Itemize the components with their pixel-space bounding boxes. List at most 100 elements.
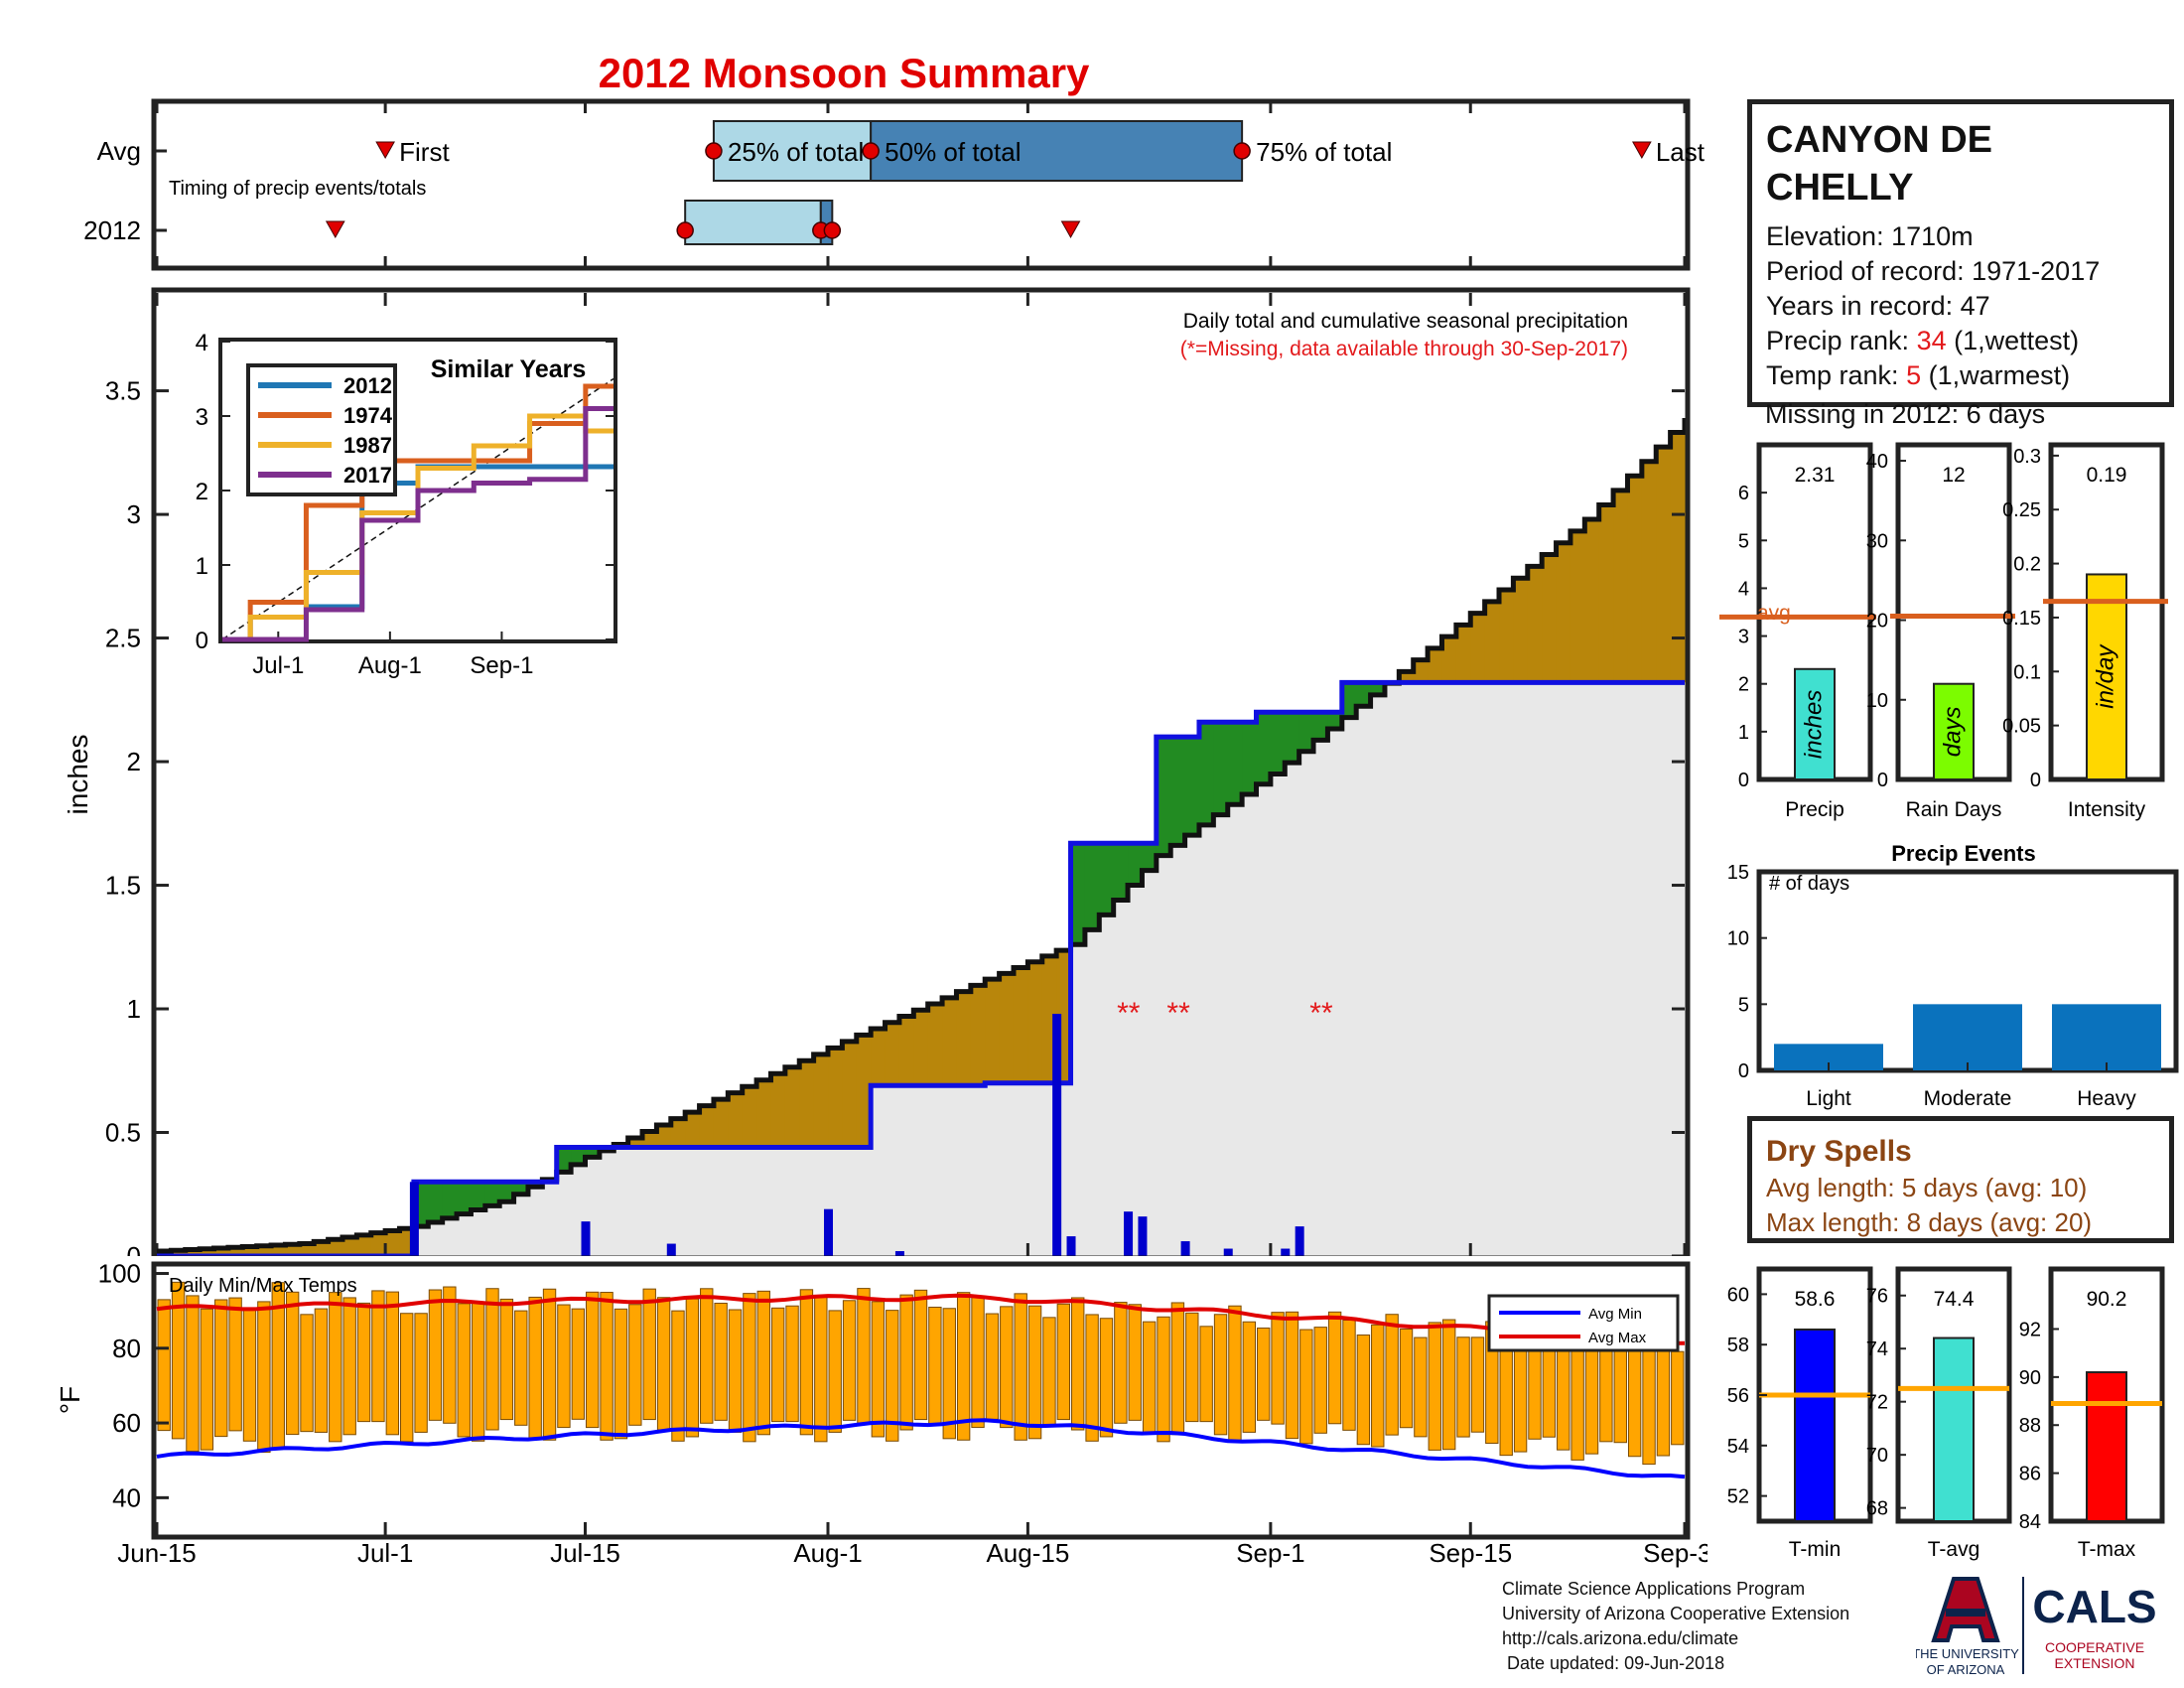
dry-spells-box: Dry Spells Avg length: 5 days (avg: 10) …	[1747, 1116, 2174, 1243]
daily-temp-bar	[385, 1291, 400, 1436]
temps-frame	[151, 1261, 1691, 1540]
base-area	[1242, 794, 1258, 1256]
base-area	[442, 1217, 458, 1256]
avg-q25-label: 25% of total	[728, 137, 864, 167]
avg-q25-q50-box	[712, 120, 873, 182]
daily-temp-bar	[457, 1303, 471, 1438]
base-area	[1598, 682, 1614, 1256]
base-area	[1341, 717, 1357, 1256]
daily-temp-bar	[1371, 1324, 1385, 1448]
diff-area	[1455, 625, 1471, 683]
diff-area	[314, 1241, 330, 1256]
diff-area	[942, 997, 958, 1086]
temps-ytick-label: 60	[112, 1408, 141, 1438]
precip-ylabel: inches	[63, 735, 93, 815]
events-bar	[1913, 1004, 2022, 1070]
daily-temp-bar	[685, 1298, 700, 1438]
diff-area	[956, 991, 972, 1086]
temps-ytick-label: 40	[112, 1482, 141, 1512]
base-area	[457, 1213, 473, 1256]
tmin-ytick-label: 56	[1727, 1385, 1749, 1407]
base-area	[942, 1085, 958, 1256]
diff-area	[1298, 712, 1314, 752]
temps-xtick-label: Sep-1	[1236, 1538, 1304, 1568]
diff-area	[913, 1010, 929, 1086]
diff-area	[328, 1239, 343, 1256]
diff-area	[642, 1131, 658, 1148]
daily-temp-bar	[1627, 1346, 1642, 1458]
diff-area	[999, 973, 1015, 1083]
diff-area	[1356, 682, 1372, 707]
similar-years-inset: 0 1 2 3 4 Jul-1 Aug-1 Sep-1 2012 1974 1987 2017 Sim…	[196, 330, 617, 679]
diff-area	[742, 1086, 757, 1148]
diff-area	[1256, 712, 1272, 784]
base-area	[484, 1205, 500, 1256]
temps-xtick-label: Sep-15	[1429, 1538, 1512, 1568]
base-area	[1084, 929, 1100, 1256]
inset-ytick-label: 0	[196, 628, 208, 654]
footer-line3[interactable]: http://cals.arizona.edu/climate	[1502, 1628, 1739, 1648]
daily-temp-bar	[886, 1310, 899, 1442]
base-area	[1670, 682, 1686, 1256]
daily-temp-bar	[614, 1308, 628, 1440]
base-area	[1441, 682, 1457, 1256]
base-area	[1198, 824, 1214, 1256]
diff-area	[898, 1016, 914, 1086]
base-area	[1384, 683, 1400, 1256]
diff-area	[1527, 566, 1543, 683]
precip-caption: Daily total and cumulative seasonal prec…	[1183, 310, 1628, 333]
inset-legend-label: 2012	[343, 373, 392, 398]
daily-temp-bar	[1170, 1302, 1185, 1436]
base-area	[1613, 682, 1629, 1256]
diff-area	[770, 1073, 786, 1148]
diff-area	[227, 1247, 243, 1256]
diff-area	[499, 1182, 515, 1202]
precip-ytick-label: 4	[1738, 578, 1749, 600]
base-area	[1527, 682, 1543, 1256]
daily-precip-bar	[1066, 1236, 1076, 1256]
events-ytick-label: 5	[1738, 994, 1749, 1016]
daily-temp-bar	[1242, 1321, 1257, 1433]
daily-temp-bar	[1327, 1311, 1342, 1425]
daily-temp-bar	[700, 1288, 714, 1424]
diff-area	[1656, 447, 1672, 683]
events-bar	[2052, 1004, 2161, 1070]
footer-line4: Date updated: 09-Jun-2018	[1502, 1653, 1725, 1673]
inset-ytick-label: 2	[196, 479, 208, 505]
base-area	[1542, 682, 1558, 1256]
tmax-value-label: 90.2	[2087, 1288, 2127, 1311]
daily-temp-bar	[1114, 1302, 1128, 1424]
tmax-bar	[2086, 1371, 2127, 1523]
base-area	[1013, 1082, 1028, 1256]
raindays-ytick-label: 0	[1877, 770, 1888, 791]
base-area	[1070, 944, 1086, 1256]
footer-line2: University of Arizona Cooperative Extens…	[1502, 1604, 1850, 1623]
precip-ytick-label: 2.5	[105, 624, 141, 653]
timing-avg-label: Avg	[97, 136, 141, 166]
base-area	[1470, 682, 1486, 1256]
intensity-bar	[2086, 573, 2127, 780]
base-area	[1142, 870, 1158, 1256]
precip-ytick-label: 2	[1738, 674, 1749, 696]
intensity-ytick-label: 0.05	[2002, 716, 2041, 738]
daily-temp-bar	[1000, 1306, 1014, 1429]
precip-ytick-label: 0.5	[105, 1118, 141, 1148]
raindays-ytick-label: 20	[1866, 611, 1888, 633]
daily-temp-bar	[1185, 1312, 1199, 1423]
diff-area	[1627, 476, 1643, 683]
avg-min-temp-line	[156, 1418, 1686, 1479]
tmax-ytick-label: 88	[2019, 1415, 2041, 1437]
base-area	[728, 1147, 744, 1256]
daily-temp-bar	[985, 1313, 1000, 1420]
daily-temp-bar	[1299, 1329, 1313, 1445]
diff-area	[1584, 519, 1600, 683]
base-area	[542, 1182, 558, 1256]
daily-precip-bar	[1138, 1216, 1148, 1256]
temp-summary-bars: 58.6 T-min 52 54 56 58 60 74.4 T-avg 68 70 72 74 76 90…	[1727, 1266, 2165, 1561]
avg-q75-marker	[1233, 142, 1251, 160]
base-area	[799, 1147, 815, 1256]
logo-coop-line1: COOPERATIVE	[2045, 1639, 2144, 1655]
base-area	[1428, 682, 1443, 1256]
precip-ytick-label: 1.5	[105, 871, 141, 901]
precip-caption-missing: (*=Missing, data available through 30-Se…	[1180, 338, 1628, 360]
